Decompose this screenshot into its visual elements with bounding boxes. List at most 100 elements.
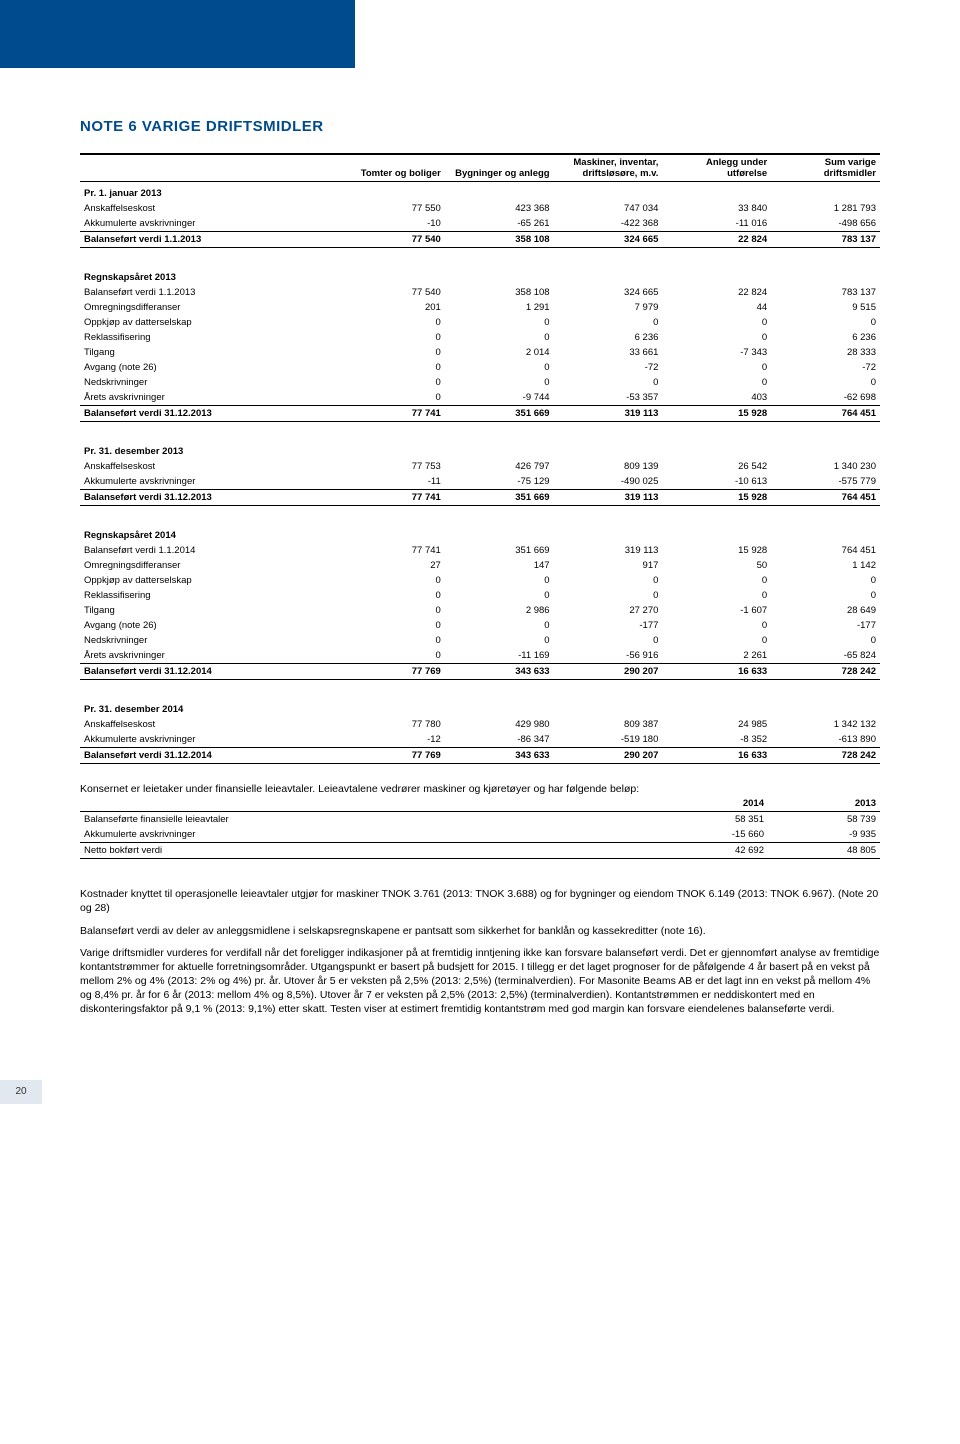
paragraph-2: Balanseført verdi av deler av anleggsmid… bbox=[80, 924, 880, 938]
section-2-table: Regnskapsåret 2013 Balanseført verdi 1.1… bbox=[80, 266, 880, 422]
cell: 324 665 bbox=[554, 232, 663, 248]
row-label: Balanseført verdi 31.12.2013 bbox=[80, 490, 336, 506]
cell: 290 207 bbox=[554, 664, 663, 680]
cell: 0 bbox=[336, 375, 445, 390]
col-header: Tomter og boliger bbox=[336, 154, 445, 182]
cell: 728 242 bbox=[771, 748, 880, 764]
cell: 2 014 bbox=[445, 345, 554, 360]
cell: 351 669 bbox=[445, 406, 554, 422]
cell: -15 660 bbox=[656, 827, 768, 843]
col-header: 2013 bbox=[768, 796, 880, 812]
cell: 0 bbox=[662, 618, 771, 633]
cell: 0 bbox=[554, 588, 663, 603]
page-number-container: 20 bbox=[0, 1080, 960, 1104]
col-header: Maskiner, inventar, drifts­løsøre, m.v. bbox=[554, 154, 663, 182]
cell: 747 034 bbox=[554, 201, 663, 216]
cell: 351 669 bbox=[445, 543, 554, 558]
cell: 1 340 230 bbox=[771, 459, 880, 474]
cell: 0 bbox=[662, 573, 771, 588]
cell: 15 928 bbox=[662, 406, 771, 422]
cell: 343 633 bbox=[445, 748, 554, 764]
cell: 58 351 bbox=[656, 812, 768, 828]
section-4-table: Regnskapsåret 2014 Balanseført verdi 1.1… bbox=[80, 524, 880, 680]
cell: -62 698 bbox=[771, 390, 880, 406]
cell: 764 451 bbox=[771, 406, 880, 422]
cell: -53 357 bbox=[554, 390, 663, 406]
cell: 0 bbox=[771, 633, 880, 648]
cell: 0 bbox=[445, 375, 554, 390]
section-title: Regnskapsåret 2013 bbox=[80, 266, 880, 285]
section-title: Pr. 31. desember 2014 bbox=[80, 698, 880, 717]
cell: 319 113 bbox=[554, 543, 663, 558]
cell: -9 744 bbox=[445, 390, 554, 406]
col-header: Bygninger og anlegg bbox=[445, 154, 554, 182]
row-label: Balanseført verdi 31.12.2014 bbox=[80, 748, 336, 764]
cell: -65 261 bbox=[445, 216, 554, 232]
cell: -86 347 bbox=[445, 732, 554, 748]
cell: 783 137 bbox=[771, 285, 880, 300]
cell: 0 bbox=[336, 315, 445, 330]
page-number: 20 bbox=[0, 1080, 42, 1104]
cell: -56 916 bbox=[554, 648, 663, 664]
cell: -519 180 bbox=[554, 732, 663, 748]
cell: 0 bbox=[336, 648, 445, 664]
cell: 764 451 bbox=[771, 490, 880, 506]
cell: 0 bbox=[445, 360, 554, 375]
cell: 77 753 bbox=[336, 459, 445, 474]
col-header: Sum varige driftsmidler bbox=[771, 154, 880, 182]
cell: 77 769 bbox=[336, 748, 445, 764]
row-label: Tilgang bbox=[80, 345, 336, 360]
cell: 917 bbox=[554, 558, 663, 573]
cell: 426 797 bbox=[445, 459, 554, 474]
cell: 77 550 bbox=[336, 201, 445, 216]
cell: 22 824 bbox=[662, 232, 771, 248]
cell: 0 bbox=[662, 315, 771, 330]
row-label: Avgang (note 26) bbox=[80, 360, 336, 375]
cell: 16 633 bbox=[662, 664, 771, 680]
cell: 351 669 bbox=[445, 490, 554, 506]
cell: 0 bbox=[445, 573, 554, 588]
cell: 28 333 bbox=[771, 345, 880, 360]
cell: 77 540 bbox=[336, 285, 445, 300]
cell: 2 261 bbox=[662, 648, 771, 664]
cell: 0 bbox=[662, 360, 771, 375]
cell: 0 bbox=[336, 330, 445, 345]
cell: -422 368 bbox=[554, 216, 663, 232]
cell: -11 169 bbox=[445, 648, 554, 664]
paragraph-1: Kostnader knyttet til operasjonelle leie… bbox=[80, 887, 880, 915]
cell: 0 bbox=[771, 375, 880, 390]
row-label: Anskaffelseskost bbox=[80, 459, 336, 474]
row-label: Omregningsdifferanser bbox=[80, 300, 336, 315]
cell: -72 bbox=[771, 360, 880, 375]
cell: 764 451 bbox=[771, 543, 880, 558]
cell: 44 bbox=[662, 300, 771, 315]
cell: -9 935 bbox=[768, 827, 880, 843]
row-label: Årets avskrivninger bbox=[80, 390, 336, 406]
row-label: Akkumulerte avskrivninger bbox=[80, 216, 336, 232]
row-label: Reklassifisering bbox=[80, 588, 336, 603]
cell: 28 649 bbox=[771, 603, 880, 618]
section-title: Regnskapsåret 2014 bbox=[80, 524, 880, 543]
cell: 77 741 bbox=[336, 490, 445, 506]
cell: 50 bbox=[662, 558, 771, 573]
cell: 0 bbox=[445, 330, 554, 345]
cell: -177 bbox=[771, 618, 880, 633]
cell: 22 824 bbox=[662, 285, 771, 300]
cell: 0 bbox=[554, 315, 663, 330]
cell: 0 bbox=[554, 633, 663, 648]
cell: 429 980 bbox=[445, 717, 554, 732]
cell: 77 741 bbox=[336, 406, 445, 422]
cell: 147 bbox=[445, 558, 554, 573]
cell: -65 824 bbox=[771, 648, 880, 664]
cell: 24 985 bbox=[662, 717, 771, 732]
cell: 27 bbox=[336, 558, 445, 573]
cell: 809 387 bbox=[554, 717, 663, 732]
cell: 77 741 bbox=[336, 543, 445, 558]
cell: 0 bbox=[771, 315, 880, 330]
cell: 6 236 bbox=[771, 330, 880, 345]
cell: -11 016 bbox=[662, 216, 771, 232]
cell: 0 bbox=[554, 573, 663, 588]
cell: 809 139 bbox=[554, 459, 663, 474]
cell: 2 986 bbox=[445, 603, 554, 618]
col-header bbox=[80, 796, 656, 812]
